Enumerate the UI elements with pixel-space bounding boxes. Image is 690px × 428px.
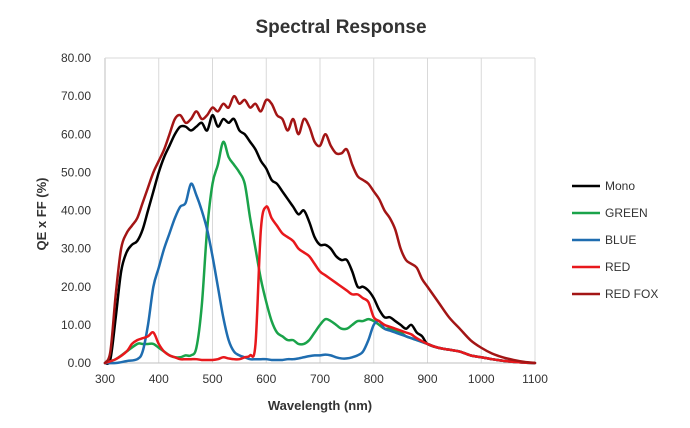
- axes: [104, 57, 535, 364]
- y-tick-label: 50.00: [61, 165, 91, 179]
- series-line-blue: [103, 182, 537, 365]
- y-tick-label: 10.00: [61, 318, 91, 332]
- series-lines: [103, 94, 537, 365]
- x-tick-label: 500: [202, 372, 222, 386]
- x-tick-label: 300: [95, 372, 115, 386]
- series-line-red: [103, 205, 537, 365]
- x-tick-label: 700: [310, 372, 330, 386]
- y-tick-label: 20.00: [61, 280, 91, 294]
- y-tick-label: 70.00: [61, 89, 91, 103]
- legend-label-blue: BLUE: [605, 233, 636, 247]
- series-line-red-fox: [103, 94, 537, 365]
- gridlines: [158, 58, 536, 363]
- y-tick-label: 40.00: [61, 204, 91, 218]
- x-tick-label: 600: [256, 372, 276, 386]
- x-tick-label: 800: [364, 372, 384, 386]
- y-axis-title: QE x FF (%): [34, 178, 49, 251]
- x-tick-label: 900: [417, 372, 437, 386]
- chart-title: Spectral Response: [255, 17, 426, 38]
- legend-label-mono: Mono: [605, 179, 635, 193]
- legend-label-red: RED: [605, 260, 631, 274]
- legend-label-red-fox: RED FOX: [605, 287, 658, 301]
- x-axis-title: Wavelength (nm): [268, 398, 372, 413]
- x-tick-label: 1000: [468, 372, 495, 386]
- x-tick-label: 1100: [522, 372, 548, 386]
- series-line-mono: [103, 113, 537, 365]
- y-tick-label: 80.00: [61, 51, 91, 65]
- y-tick-label: 0.00: [68, 356, 92, 370]
- x-tick-label: 400: [149, 372, 169, 386]
- legend-label-green: GREEN: [605, 206, 648, 220]
- y-tick-label: 30.00: [61, 242, 91, 256]
- x-tick-labels: 300 400 500 600 700 800 900 1000 1100: [95, 372, 548, 386]
- legend: Mono GREEN BLUE RED RED FOX: [572, 179, 658, 301]
- y-tick-labels: 0.00 10.00 20.00 30.00 40.00 50.00 60.00 70.00 8…: [61, 51, 91, 370]
- y-tick-label: 60.00: [61, 127, 91, 141]
